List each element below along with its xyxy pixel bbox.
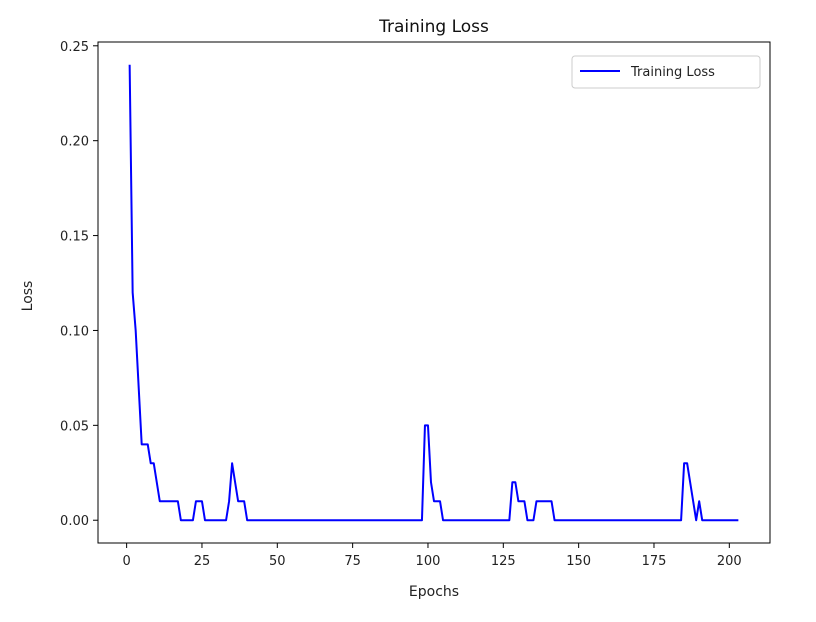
x-tick-label: 0 bbox=[122, 554, 130, 569]
legend-box bbox=[571, 55, 761, 89]
x-tick-label: 125 bbox=[491, 554, 516, 569]
x-tick-label: 150 bbox=[566, 554, 591, 569]
y-axis-ticks: 0.00 0.05 0.10 0.15 0.20 0.25 bbox=[60, 40, 98, 529]
series-line-training-loss bbox=[128, 64, 739, 522]
x-axis-label: Epochs bbox=[409, 584, 459, 600]
y-axis-label: Loss bbox=[20, 281, 36, 312]
y-tick-label: 0.05 bbox=[60, 419, 89, 434]
legend: Training Loss bbox=[571, 55, 761, 89]
x-axis-ticks: 0 25 50 75 100 125 150 175 200 bbox=[122, 543, 742, 569]
x-tick-label: 200 bbox=[717, 554, 742, 569]
x-tick-label: 100 bbox=[416, 554, 441, 569]
x-tick-label: 75 bbox=[344, 554, 361, 569]
y-tick-label: 0.00 bbox=[60, 514, 89, 529]
y-tick-label: 0.15 bbox=[60, 230, 89, 245]
x-tick-label: 175 bbox=[642, 554, 667, 569]
plot-area bbox=[97, 41, 771, 544]
legend-entry-training-loss: Training Loss bbox=[630, 65, 715, 80]
y-tick-label: 0.20 bbox=[60, 135, 89, 150]
y-tick-label: 0.25 bbox=[60, 40, 89, 55]
x-tick-label: 25 bbox=[194, 554, 211, 569]
plot-frame bbox=[97, 41, 771, 544]
x-tick-label: 50 bbox=[269, 554, 286, 569]
chart-title: Training Loss bbox=[378, 17, 489, 37]
y-tick-label: 0.10 bbox=[60, 324, 89, 339]
